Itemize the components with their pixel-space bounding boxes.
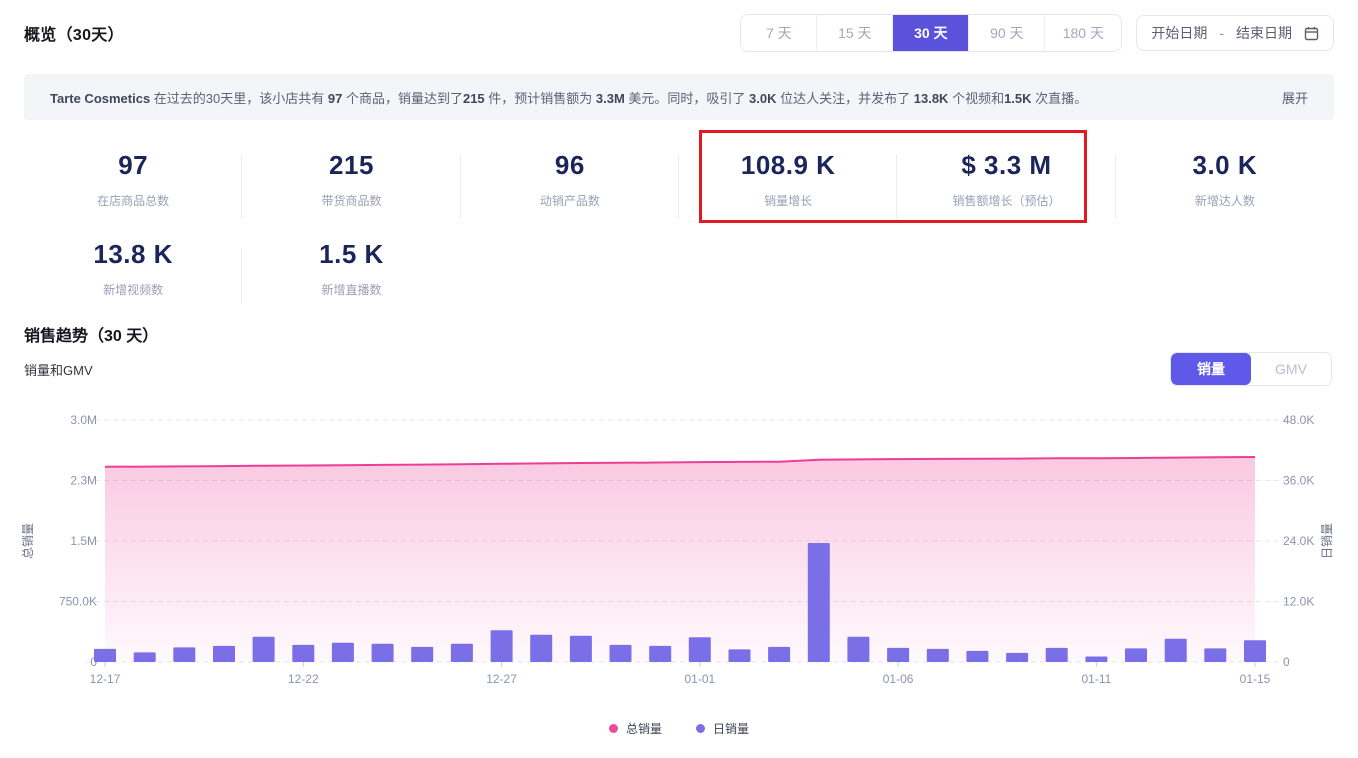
stat-label: 新增达人数	[1194, 194, 1255, 208]
svg-text:12-17: 12-17	[90, 672, 121, 686]
legend-dot-purple	[696, 724, 705, 733]
chart-legend: 总销量 日销量	[0, 720, 1358, 737]
range-button-15d[interactable]: 15 天	[817, 15, 894, 51]
svg-text:12-22: 12-22	[288, 672, 319, 686]
chart-header: 销量和GMV 销量 GMV	[24, 352, 1332, 386]
svg-text:01-15: 01-15	[1240, 672, 1271, 686]
svg-text:12.0K: 12.0K	[1283, 595, 1314, 609]
expand-link[interactable]: 展开	[1281, 90, 1308, 106]
svg-text:48.0K: 48.0K	[1283, 413, 1314, 427]
stat-new-livestreams: 1.5 K 新增直播数	[242, 229, 460, 314]
date-separator: -	[1219, 25, 1224, 41]
svg-text:01-06: 01-06	[883, 672, 914, 686]
stat-value: 3.0 K	[1192, 150, 1258, 180]
trend-section-title: 销售趋势（30 天）	[24, 328, 159, 345]
header: 概览（30天） 7 天 15 天 30 天 90 天 180 天 开始日期 - …	[24, 14, 1334, 52]
svg-text:750.0K: 750.0K	[59, 595, 97, 609]
time-range-group: 7 天 15 天 30 天 90 天 180 天	[740, 14, 1123, 52]
legend-label: 日销量	[713, 722, 750, 736]
stats-grid: 97 在店商品总数 215 带货商品数 96 动销产品数 108.9 K 销量增…	[24, 134, 1334, 314]
svg-text:2.3M: 2.3M	[70, 474, 97, 488]
svg-text:1.5M: 1.5M	[70, 534, 97, 548]
stat-value: 215	[329, 150, 374, 180]
legend-label: 总销量	[625, 722, 662, 736]
svg-text:0: 0	[1283, 655, 1290, 669]
stat-revenue-growth: $ 3.3 M 销售额增长（预估）	[897, 134, 1116, 229]
trend-chart: 3.0M 48.0K 2.3M 36.0K 1.5M 24.0K 750.0K 12.0K 0 0…	[0, 400, 1358, 700]
page-title: 概览（30天）	[24, 27, 124, 44]
svg-text:01-01: 01-01	[684, 672, 715, 686]
stat-label: 销量增长	[764, 194, 813, 208]
stat-promoted-products: 215 带货商品数	[242, 134, 461, 229]
range-button-30d[interactable]: 30 天	[893, 15, 970, 51]
stat-label: 销售额增长（预估）	[952, 194, 1061, 208]
svg-text:日销量: 日销量	[1320, 523, 1334, 559]
stat-total-products: 97 在店商品总数	[24, 134, 243, 229]
svg-text:01-11: 01-11	[1081, 672, 1111, 686]
svg-text:36.0K: 36.0K	[1283, 474, 1314, 488]
svg-text:24.0K: 24.0K	[1283, 534, 1314, 548]
date-end-placeholder: 结束日期	[1236, 25, 1292, 41]
toggle-gmv-button[interactable]: GMV	[1251, 353, 1331, 385]
stat-label: 带货商品数	[321, 194, 382, 208]
stat-label: 动销产品数	[539, 194, 600, 208]
stat-active-products: 96 动销产品数	[461, 134, 680, 229]
header-controls: 7 天 15 天 30 天 90 天 180 天 开始日期 - 结束日期	[740, 14, 1334, 52]
stat-value: $ 3.3 M	[961, 150, 1052, 180]
stat-new-creators: 3.0 K 新增达人数	[1116, 134, 1334, 229]
stats-row-1: 97 在店商品总数 215 带货商品数 96 动销产品数 108.9 K 销量增…	[24, 134, 1334, 229]
svg-text:12-27: 12-27	[486, 672, 517, 686]
stat-label: 新增直播数	[321, 283, 382, 297]
metric-toggle-group: 销量 GMV	[1170, 352, 1332, 386]
legend-item-daily-sales[interactable]: 日销量	[696, 720, 749, 737]
stat-label: 新增视频数	[103, 283, 164, 297]
svg-text:3.0M: 3.0M	[70, 413, 97, 427]
range-button-90d[interactable]: 90 天	[969, 15, 1046, 51]
stat-new-videos: 13.8 K 新增视频数	[24, 229, 243, 314]
svg-text:总销量: 总销量	[21, 523, 35, 559]
calendar-icon	[1304, 26, 1319, 41]
legend-item-total-sales[interactable]: 总销量	[608, 720, 662, 737]
banner-text: Tarte Cosmetics 在过去的30天里，该小店共有 97 个商品，销量…	[50, 90, 1088, 106]
toggle-sales-button[interactable]: 销量	[1171, 353, 1251, 385]
stat-value: 96	[554, 150, 585, 180]
stat-label: 在店商品总数	[97, 194, 170, 208]
stat-value: 1.5 K	[319, 239, 384, 269]
range-button-180d[interactable]: 180 天	[1045, 15, 1122, 51]
legend-dot-pink	[608, 724, 618, 733]
date-start-placeholder: 开始日期	[1151, 25, 1208, 41]
chart-subtitle: 销量和GMV	[24, 362, 93, 378]
summary-banner: Tarte Cosmetics 在过去的30天里，该小店共有 97 个商品，销量…	[24, 74, 1334, 120]
stat-sales-growth: 108.9 K 销量增长	[679, 134, 898, 229]
stat-value: 108.9 K	[740, 150, 836, 180]
date-range-picker[interactable]: 开始日期 - 结束日期	[1136, 15, 1334, 51]
stat-value: 97	[118, 150, 149, 180]
stat-value: 13.8 K	[93, 239, 173, 269]
range-button-7d[interactable]: 7 天	[741, 15, 818, 51]
stats-row-2: 13.8 K 新增视频数 1.5 K 新增直播数	[24, 229, 1334, 314]
svg-text:0: 0	[90, 655, 97, 669]
